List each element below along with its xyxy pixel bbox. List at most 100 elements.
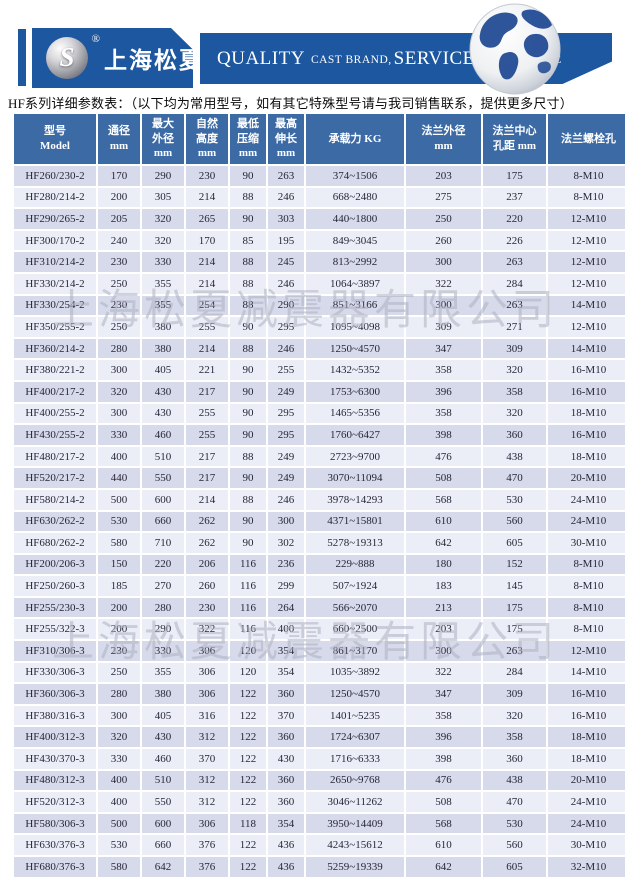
- cell: 280: [98, 684, 140, 704]
- table-row: HF580/306-3 500 600 306 118 354 3950~14409 568 5…: [14, 813, 625, 834]
- cell: 230: [186, 597, 228, 618]
- cell: 150: [98, 554, 140, 575]
- cell: 610: [406, 511, 481, 532]
- cell: 118: [230, 813, 266, 834]
- cell: 3950~14409: [306, 813, 404, 834]
- cell: HF330/214-2: [14, 273, 96, 294]
- cell: 360: [483, 425, 546, 445]
- cell: 568: [406, 489, 481, 510]
- cell: 376: [186, 857, 228, 877]
- column-header: 承载力 KG: [306, 114, 404, 164]
- cell: HF480/312-3: [14, 770, 96, 791]
- cell: 122: [230, 727, 266, 748]
- cell: 1753~6300: [306, 381, 404, 402]
- cell: 1724~6307: [306, 727, 404, 748]
- cell: 16-M10: [548, 705, 625, 726]
- cell: 263: [268, 166, 304, 186]
- cell: 305: [142, 187, 184, 208]
- cell: 170: [98, 166, 140, 186]
- cell: 330: [142, 641, 184, 661]
- cell: HF290/265-2: [14, 209, 96, 229]
- cell: 5259~19339: [306, 857, 404, 877]
- cell: 18-M10: [548, 403, 625, 424]
- cell: 217: [186, 468, 228, 488]
- column-header: 通径 mm: [98, 114, 140, 164]
- cell: 116: [230, 597, 266, 618]
- table-row: HF260/230-2 170 290 230 90 263 374~1506 203 175 8…: [14, 166, 625, 186]
- cell: 508: [406, 468, 481, 488]
- cell: 175: [483, 619, 546, 640]
- cell: 510: [142, 770, 184, 791]
- cell: 322: [406, 273, 481, 294]
- cell: 400: [98, 446, 140, 467]
- cell: 460: [142, 749, 184, 769]
- cell: 20-M10: [548, 468, 625, 488]
- cell: 88: [230, 252, 266, 272]
- cell: 263: [483, 252, 546, 272]
- cell: 400: [98, 792, 140, 812]
- cell: 203: [406, 166, 481, 186]
- cell: 24-M10: [548, 489, 625, 510]
- cell: 12-M10: [548, 641, 625, 661]
- table-row: HF250/260-3 185 270 260 116 299 507~1924 183 145…: [14, 576, 625, 596]
- cell: HF280/214-2: [14, 187, 96, 208]
- cell: 290: [268, 295, 304, 316]
- cell: 306: [186, 813, 228, 834]
- cell: 8-M10: [548, 554, 625, 575]
- table-row: HF255/322-3 200 290 322 116 400 660~2500 203 175…: [14, 619, 625, 640]
- cell: 530: [98, 835, 140, 855]
- column-header: 最低 压缩 mm: [230, 114, 266, 164]
- cell: 605: [483, 857, 546, 877]
- table-row: HF280/214-2 200 305 214 88 246 668~2480 275 237 8…: [14, 187, 625, 208]
- cell: 185: [98, 576, 140, 596]
- cell: 250: [406, 209, 481, 229]
- cell: HF430/370-3: [14, 749, 96, 769]
- table-row: HF400/312-3 320 430 312 122 360 1724~6307 396 35…: [14, 727, 625, 748]
- cell: 322: [186, 619, 228, 640]
- cell: 560: [483, 835, 546, 855]
- cell: HF350/255-2: [14, 317, 96, 337]
- cell: HF400/217-2: [14, 381, 96, 402]
- cell: HF310/306-3: [14, 641, 96, 661]
- cell: 302: [268, 533, 304, 553]
- cell: 430: [142, 381, 184, 402]
- cell: 1250~4570: [306, 684, 404, 704]
- cell: 12-M10: [548, 252, 625, 272]
- cell: 1432~5352: [306, 360, 404, 380]
- cell: 3070~11094: [306, 468, 404, 488]
- cell: 14-M10: [548, 295, 625, 316]
- cell: 8-M10: [548, 576, 625, 596]
- cell: 260: [406, 230, 481, 251]
- cell: 500: [98, 489, 140, 510]
- cell: 280: [142, 597, 184, 618]
- table-row: HF290/265-2 205 320 265 90 303 440~1800 250 220 1…: [14, 209, 625, 229]
- cell: 398: [406, 425, 481, 445]
- cell: 88: [230, 295, 266, 316]
- cell: 851~3166: [306, 295, 404, 316]
- table-row: HF520/217-2 440 550 217 90 249 3070~11094 508 47…: [14, 468, 625, 488]
- cell: 476: [406, 770, 481, 791]
- cell: 605: [483, 533, 546, 553]
- cell: 380: [142, 684, 184, 704]
- cell: 550: [142, 468, 184, 488]
- cell: 309: [483, 338, 546, 359]
- column-header: 自然 高度 mm: [186, 114, 228, 164]
- cell: 440: [98, 468, 140, 488]
- cell: 145: [483, 576, 546, 596]
- cell: 88: [230, 338, 266, 359]
- table-row: HF480/312-3 400 510 312 122 360 2650~9768 476 43…: [14, 770, 625, 791]
- cell: 220: [483, 209, 546, 229]
- cell: 396: [406, 381, 481, 402]
- cell: 200: [98, 619, 140, 640]
- cell: HF580/306-3: [14, 813, 96, 834]
- cell: 14-M10: [548, 662, 625, 683]
- cell: 90: [230, 425, 266, 445]
- cell: HF400/255-2: [14, 403, 96, 424]
- cell: 18-M10: [548, 727, 625, 748]
- cell: 250: [98, 662, 140, 683]
- cell: 32-M10: [548, 857, 625, 877]
- cell: 566~2070: [306, 597, 404, 618]
- cell: 309: [406, 317, 481, 337]
- cell: 226: [483, 230, 546, 251]
- cell: 530: [98, 511, 140, 532]
